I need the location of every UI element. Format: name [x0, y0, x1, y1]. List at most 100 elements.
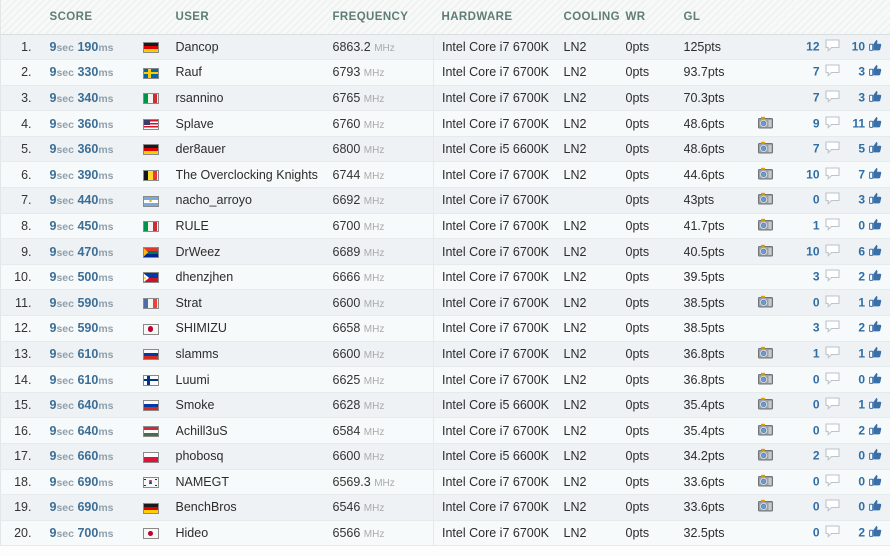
cell-hardware[interactable]: Intel Core i7 6700K — [433, 85, 564, 112]
cell-score[interactable]: 9sec 590ms — [40, 289, 138, 317]
cell-comments[interactable]: 0 — [785, 520, 844, 547]
cell-hardware[interactable]: Intel Core i7 6700K — [433, 110, 564, 137]
thumbs-up-icon[interactable] — [869, 423, 882, 439]
table-row[interactable]: 7. 9sec 440ms nacho_arroyo 6692 MHz Intel Co… — [0, 187, 890, 214]
comment-bubble-icon[interactable] — [824, 269, 840, 285]
cell-likes[interactable]: 2 — [843, 417, 890, 444]
cell-score[interactable]: 9sec 440ms — [40, 187, 138, 214]
cell-comments[interactable]: 7 — [785, 136, 844, 163]
cell-user[interactable]: Strat — [175, 289, 333, 317]
cell-score[interactable]: 9sec 390ms — [40, 161, 138, 189]
table-row[interactable]: 5. 9sec 360ms der8auer 6800 MHz Intel Core i… — [0, 136, 890, 163]
cell-user[interactable]: RULE — [175, 213, 333, 240]
table-row[interactable]: 1. 9sec 190ms Dancop 6863.2 MHz Intel Core i… — [0, 34, 890, 61]
cell-hardware[interactable]: Intel Core i7 6700K — [433, 187, 564, 214]
comment-bubble-icon[interactable] — [824, 423, 840, 439]
table-row[interactable]: 20. 9sec 700ms Hideo 6566 MHz Intel Core i7 … — [0, 520, 890, 547]
comment-bubble-icon[interactable] — [824, 320, 840, 336]
comment-bubble-icon[interactable] — [824, 243, 840, 260]
comment-bubble-icon[interactable] — [824, 295, 840, 311]
cell-hardware[interactable]: Intel Core i7 6700K — [433, 59, 564, 86]
cell-user[interactable]: DrWeez — [175, 238, 333, 265]
thumbs-up-icon[interactable] — [869, 372, 882, 388]
cell-comments[interactable]: 0 — [785, 494, 844, 521]
thumbs-up-icon[interactable] — [869, 448, 882, 464]
cell-score[interactable]: 9sec 610ms — [40, 366, 138, 393]
column-header-score[interactable]: SCORE — [40, 0, 138, 35]
column-header-rank[interactable] — [0, 0, 41, 35]
cell-user[interactable]: dhenzjhen — [175, 264, 333, 291]
cell-likes[interactable]: 2 — [843, 315, 890, 342]
table-row[interactable]: 16. 9sec 640ms Achill3uS 6584 MHz Intel Core… — [0, 417, 890, 444]
cell-comments[interactable]: 1 — [785, 213, 844, 240]
cell-hardware[interactable]: Intel Core i7 6700K — [433, 289, 564, 317]
comment-bubble-icon[interactable] — [824, 39, 840, 55]
camera-icon[interactable] — [758, 474, 773, 490]
cell-comments[interactable]: 10 — [785, 161, 844, 189]
table-row[interactable]: 15. 9sec 640ms Smoke 6628 MHz Intel Core i5 … — [0, 392, 890, 419]
table-row[interactable]: 3. 9sec 340ms rsannino 6765 MHz Intel Core i… — [0, 85, 890, 112]
cell-hardware[interactable]: Intel Core i7 6700K — [433, 315, 564, 342]
cell-user[interactable]: slamms — [175, 341, 333, 368]
cell-likes[interactable]: 1 — [843, 341, 890, 368]
cell-user[interactable]: SHIMIZU — [175, 315, 333, 342]
column-header-wr[interactable]: WR — [625, 0, 684, 35]
cell-hardware[interactable]: Intel Core i7 6700K — [433, 469, 564, 496]
comment-bubble-icon[interactable] — [824, 141, 840, 157]
cell-score[interactable]: 9sec 450ms — [40, 213, 138, 240]
cell-score[interactable]: 9sec 190ms — [40, 34, 138, 61]
camera-icon[interactable] — [758, 141, 773, 157]
thumbs-up-icon[interactable] — [869, 141, 882, 157]
table-row[interactable]: 11. 9sec 590ms Strat 6600 MHz Intel Core i7 … — [0, 289, 890, 317]
table-row[interactable]: 13. 9sec 610ms slamms 6600 MHz Intel Core i7… — [0, 341, 890, 368]
table-row[interactable]: 19. 9sec 690ms BenchBros 6546 MHz Intel Core… — [0, 494, 890, 521]
table-row[interactable]: 18. 9sec 690ms NAMEGT 6569.3 MHz Intel Core … — [0, 469, 890, 496]
cell-comments[interactable]: 12 — [785, 34, 844, 61]
cell-comments[interactable]: 0 — [785, 289, 844, 317]
cell-likes[interactable]: 0 — [843, 443, 890, 470]
cell-comments[interactable]: 0 — [785, 187, 844, 214]
cell-user[interactable]: rsannino — [175, 85, 333, 112]
thumbs-up-icon[interactable] — [869, 269, 882, 285]
cell-user[interactable]: Smoke — [175, 392, 333, 419]
cell-score[interactable]: 9sec 330ms — [40, 59, 138, 86]
comment-bubble-icon[interactable] — [824, 218, 840, 234]
thumbs-up-icon[interactable] — [869, 295, 882, 311]
thumbs-up-icon[interactable] — [869, 499, 882, 515]
cell-comments[interactable]: 2 — [785, 443, 844, 470]
camera-icon[interactable] — [758, 499, 773, 515]
cell-likes[interactable]: 3 — [843, 85, 890, 112]
cell-user[interactable]: Dancop — [175, 34, 333, 61]
camera-icon[interactable] — [758, 448, 773, 464]
cell-score[interactable]: 9sec 610ms — [40, 341, 138, 368]
camera-icon[interactable] — [758, 116, 773, 132]
cell-user[interactable]: Rauf — [175, 59, 333, 86]
cell-likes[interactable]: 1 — [843, 289, 890, 317]
cell-likes[interactable]: 0 — [843, 494, 890, 521]
camera-icon[interactable] — [758, 244, 773, 260]
cell-score[interactable]: 9sec 360ms — [40, 110, 138, 137]
thumbs-up-icon[interactable] — [869, 346, 882, 362]
thumbs-up-icon[interactable] — [869, 244, 882, 260]
cell-hardware[interactable]: Intel Core i5 6600K — [433, 392, 564, 419]
camera-icon[interactable] — [758, 218, 773, 234]
cell-score[interactable]: 9sec 500ms — [40, 264, 138, 291]
cell-comments[interactable]: 0 — [785, 392, 844, 419]
comment-bubble-icon[interactable] — [824, 371, 840, 388]
thumbs-up-icon[interactable] — [869, 397, 882, 413]
cell-likes[interactable]: 7 — [843, 161, 890, 189]
thumbs-up-icon[interactable] — [869, 474, 882, 490]
column-header-cooling[interactable]: COOLING — [563, 0, 626, 35]
cell-likes[interactable]: 6 — [843, 238, 890, 265]
comment-bubble-icon[interactable] — [824, 192, 840, 208]
cell-user[interactable]: nacho_arroyo — [175, 187, 333, 214]
comment-bubble-icon[interactable] — [824, 90, 840, 106]
comment-bubble-icon[interactable] — [824, 64, 840, 80]
cell-hardware[interactable]: Intel Core i7 6700K — [433, 213, 564, 240]
cell-comments[interactable]: 1 — [785, 341, 844, 368]
cell-score[interactable]: 9sec 660ms — [40, 443, 138, 470]
cell-likes[interactable]: 11 — [843, 110, 890, 137]
column-header-hardware[interactable]: HARDWARE — [433, 0, 564, 35]
cell-user[interactable]: Hideo — [175, 520, 333, 547]
thumbs-up-icon[interactable] — [869, 167, 882, 183]
